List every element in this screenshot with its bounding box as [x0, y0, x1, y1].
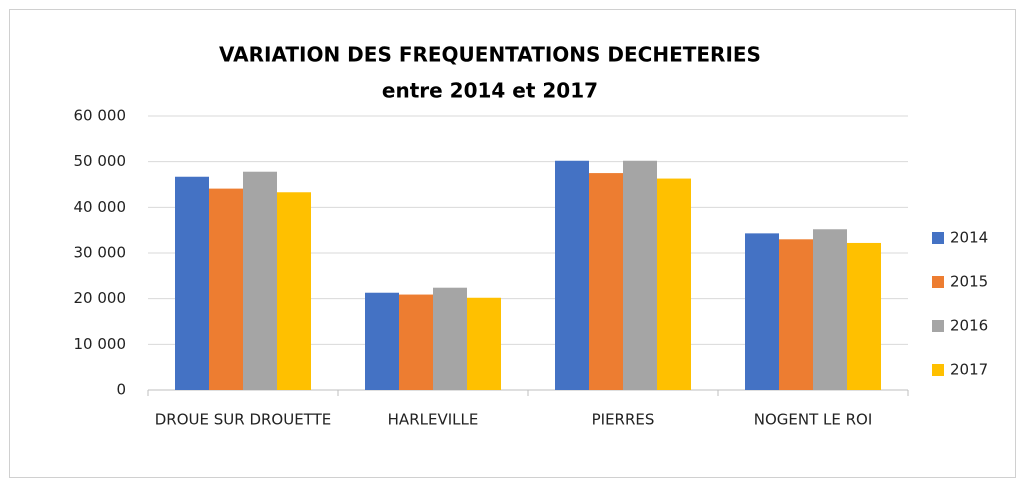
- bar: [745, 233, 779, 390]
- legend-label: 2015: [950, 273, 988, 291]
- y-tick-label: 10 000: [74, 335, 127, 353]
- bar: [589, 173, 623, 390]
- bar: [813, 229, 847, 390]
- y-tick-label: 60 000: [74, 107, 127, 125]
- legend-label: 2017: [950, 361, 988, 379]
- legend-swatch: [932, 276, 944, 288]
- legend-swatch: [932, 320, 944, 332]
- bar: [175, 176, 209, 390]
- bar: [209, 188, 243, 390]
- y-tick-label: 0: [116, 381, 126, 399]
- y-tick-label: 30 000: [74, 244, 127, 262]
- legend-swatch: [932, 232, 944, 244]
- legend-swatch: [932, 364, 944, 376]
- legend-label: 2014: [950, 229, 988, 247]
- y-tick-label: 50 000: [74, 152, 127, 170]
- legend-label: 2016: [950, 317, 988, 335]
- bar: [399, 294, 433, 390]
- bar: [467, 297, 501, 390]
- chart-title: VARIATION DES FREQUENTATIONS DECHETERIES: [219, 43, 761, 67]
- x-tick-label: NOGENT LE ROI: [754, 411, 873, 429]
- chart-title: entre 2014 et 2017: [382, 79, 598, 103]
- y-tick-label: 20 000: [74, 289, 127, 307]
- bar: [847, 242, 881, 390]
- y-tick-label: 40 000: [74, 198, 127, 216]
- bar: [365, 292, 399, 390]
- bar: [277, 192, 311, 390]
- bar: [433, 287, 467, 390]
- bar: [657, 178, 691, 390]
- x-tick-label: PIERRES: [592, 411, 655, 429]
- bar: [779, 239, 813, 390]
- bar: [555, 160, 589, 390]
- bar: [243, 171, 277, 390]
- x-tick-label: HARLEVILLE: [388, 411, 479, 429]
- bar: [623, 160, 657, 390]
- x-tick-label: DROUE SUR DROUETTE: [155, 411, 331, 429]
